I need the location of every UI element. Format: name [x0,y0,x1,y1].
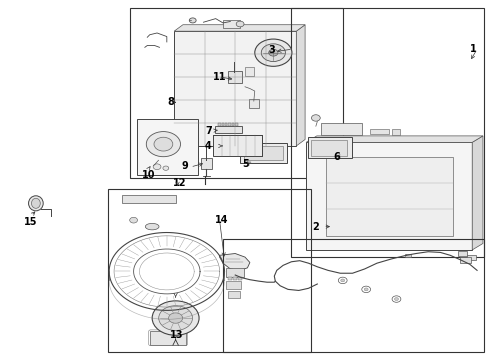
Bar [245,67,254,76]
Circle shape [341,279,344,282]
Bar [223,239,485,352]
Text: 13: 13 [170,330,183,340]
Circle shape [269,49,278,56]
Bar [226,268,244,277]
Bar [174,31,296,146]
Bar [306,142,472,250]
Bar [228,277,232,280]
Bar [467,255,476,260]
Bar [308,137,351,158]
Bar [213,135,262,156]
Bar [150,330,186,345]
Text: 7: 7 [205,126,212,135]
Polygon shape [472,136,483,250]
Text: 15: 15 [24,217,38,226]
Text: 5: 5 [243,158,249,168]
Bar [228,123,231,126]
Text: 1: 1 [470,44,476,54]
Text: 3: 3 [269,45,275,55]
Ellipse shape [146,224,159,230]
Text: 2: 2 [313,222,319,232]
Bar [228,71,242,83]
Circle shape [312,115,320,121]
Circle shape [152,301,199,335]
Bar [249,99,259,108]
Bar [137,119,197,175]
Polygon shape [296,25,305,146]
Bar [130,8,343,178]
Circle shape [147,132,180,157]
Bar [405,253,411,257]
Circle shape [153,164,161,170]
Bar [223,20,240,28]
Text: 8: 8 [167,97,174,107]
Circle shape [255,39,292,66]
Text: 9: 9 [181,161,188,171]
Text: 10: 10 [142,170,155,180]
Bar [228,291,240,298]
Circle shape [236,21,244,27]
Polygon shape [306,136,483,142]
Polygon shape [174,25,305,31]
Bar [218,123,220,126]
Bar [312,140,347,156]
Bar [244,146,283,160]
Circle shape [130,217,138,223]
Circle shape [159,306,193,330]
Bar [235,123,238,126]
Bar [108,189,311,352]
Ellipse shape [31,198,40,208]
Text: 4: 4 [205,141,212,151]
Bar [221,123,224,126]
Circle shape [189,18,196,23]
Circle shape [394,298,398,301]
Ellipse shape [28,196,43,211]
Bar [392,129,400,135]
Bar [321,123,362,135]
Bar [238,277,242,280]
Bar [233,277,237,280]
Circle shape [154,137,173,151]
Polygon shape [220,253,250,270]
Text: 6: 6 [333,152,340,162]
Bar [369,129,389,134]
Bar [240,143,287,163]
Bar [458,251,467,256]
Text: 11: 11 [213,72,227,82]
Circle shape [163,166,169,170]
Circle shape [364,288,368,291]
Bar [292,8,485,257]
Circle shape [169,313,183,323]
Bar [460,257,471,263]
Text: 12: 12 [172,178,186,188]
Bar [225,123,227,126]
Bar [122,195,175,203]
Bar [215,126,242,134]
Text: 14: 14 [215,215,228,225]
Bar [201,158,212,169]
Bar [226,282,241,289]
Bar [326,157,453,235]
Bar [232,123,234,126]
Circle shape [261,44,285,62]
